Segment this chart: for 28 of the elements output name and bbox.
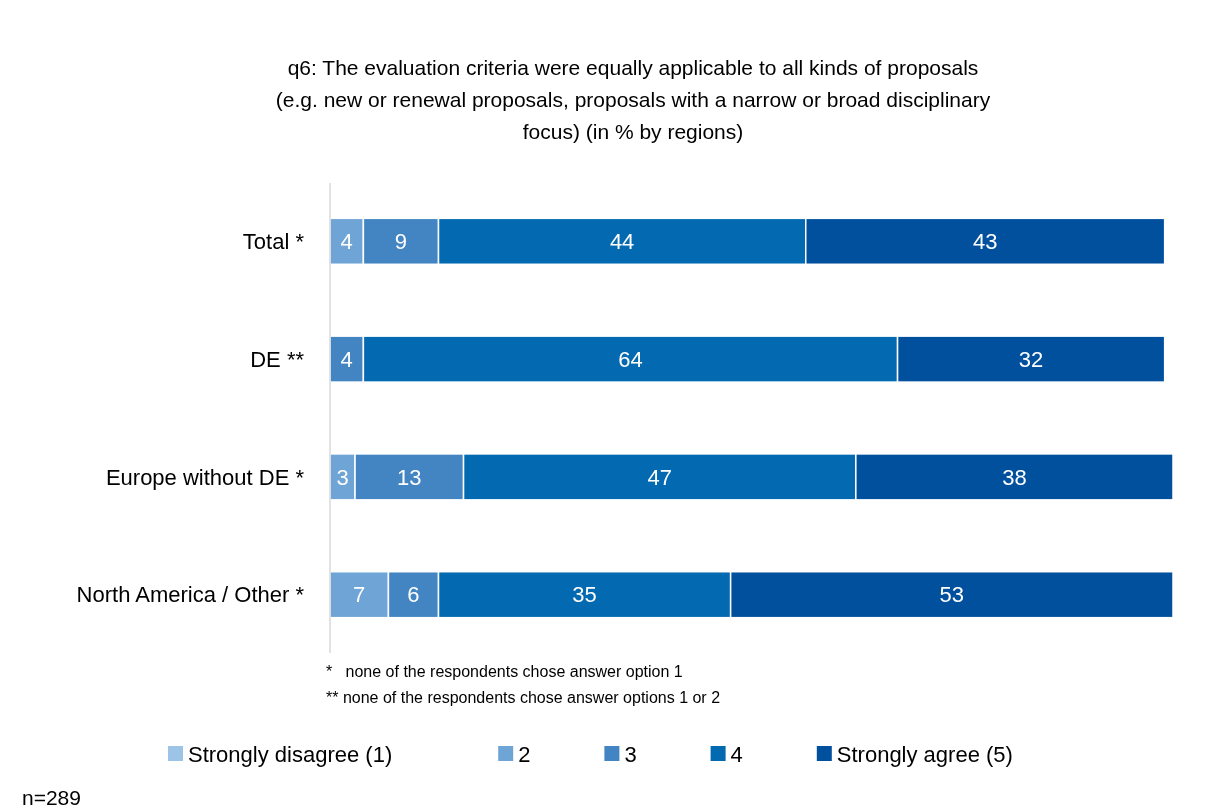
data-label: 7 (353, 582, 366, 608)
legend-label: Strongly agree (5) (836, 741, 1013, 767)
data-label: 13 (397, 464, 422, 490)
legend-label: 3 (624, 741, 637, 767)
y-tick-label: DE ** (250, 346, 305, 372)
data-label: 64 (618, 346, 643, 372)
chart-title: q6: The evaluation criteria were equally applicable to all kinds of proposals (e.g. new or renewal proposals, proposals with a narrow or broad disciplinary focus) (in % by regions) (275, 56, 991, 144)
text: * none of the respondents chose answer option 1 (326, 662, 683, 680)
y-tick-label: Europe without DE * (105, 464, 305, 490)
data-label: 32 (1018, 346, 1044, 372)
data-label: 44 (609, 229, 635, 255)
legend-label: 4 (730, 741, 743, 767)
text: ** none of the respondents chose answer options 1 or 2 (326, 688, 721, 706)
y-tick-label: Total * (242, 229, 305, 255)
data-label: 4 (340, 346, 353, 372)
text: n=289 (22, 786, 81, 805)
y-tick-label: North America / Other * (76, 582, 305, 608)
data-label: 35 (572, 582, 597, 608)
legend-label: 2 (518, 741, 531, 767)
data-label: 38 (1002, 464, 1027, 490)
data-label: 43 (972, 229, 998, 255)
data-label: 4 (340, 229, 353, 255)
data-label: 53 (939, 582, 965, 608)
legend-label: Strongly disagree (1) (188, 741, 393, 767)
data-label: 3 (336, 464, 349, 490)
data-label: 9 (394, 229, 408, 255)
data-label: 47 (647, 464, 672, 490)
data-label: 6 (407, 582, 420, 608)
